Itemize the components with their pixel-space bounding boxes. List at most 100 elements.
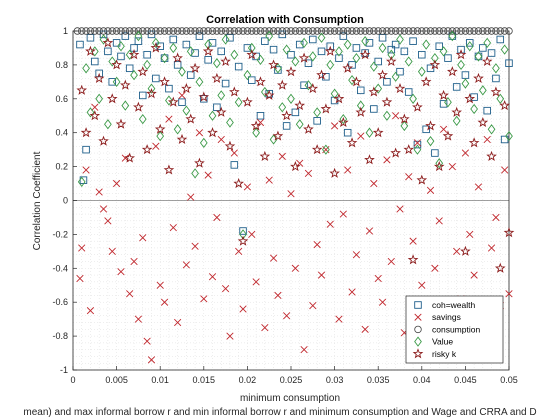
data-point <box>442 130 454 141</box>
data-point <box>233 177 244 189</box>
data-point <box>438 89 449 100</box>
data-point <box>86 307 95 315</box>
data-points <box>73 27 515 364</box>
data-point <box>479 44 487 52</box>
data-point <box>309 27 317 35</box>
data-point <box>195 76 204 87</box>
data-point <box>370 179 378 188</box>
data-point <box>173 124 182 135</box>
data-point <box>121 27 130 35</box>
data-point <box>352 52 361 64</box>
data-point <box>108 247 116 255</box>
data-point <box>108 78 116 86</box>
data-point <box>352 44 361 52</box>
data-point <box>461 27 470 35</box>
data-point <box>439 27 448 35</box>
data-point <box>298 52 310 63</box>
data-point <box>138 113 147 125</box>
data-point <box>396 205 404 213</box>
data-point <box>435 217 443 225</box>
data-point <box>194 157 205 168</box>
data-point <box>211 72 223 83</box>
data-point <box>85 45 96 56</box>
data-point <box>335 315 343 323</box>
data-point <box>505 27 513 35</box>
data-point <box>226 27 234 35</box>
data-point <box>407 254 419 265</box>
legend-marker <box>414 325 422 334</box>
data-point <box>448 162 456 171</box>
data-point <box>178 98 186 106</box>
data-point <box>365 227 374 235</box>
data-point <box>239 305 247 313</box>
data-point <box>418 50 426 59</box>
data-point <box>217 47 225 56</box>
data-point <box>309 35 317 44</box>
data-point <box>95 27 103 35</box>
data-point <box>313 117 321 125</box>
data-point <box>283 312 291 320</box>
data-point <box>365 39 374 47</box>
data-point <box>374 83 383 94</box>
data-point <box>320 103 332 114</box>
data-point <box>220 55 231 67</box>
data-point <box>165 115 173 123</box>
data-point <box>272 130 284 141</box>
data-point <box>326 27 334 35</box>
data-point <box>464 93 476 104</box>
data-point <box>361 36 369 47</box>
data-point <box>141 144 153 155</box>
data-point <box>191 242 199 250</box>
data-point <box>396 67 404 76</box>
data-point <box>304 27 313 35</box>
data-point <box>400 120 409 132</box>
x-tick-label: 0.01 <box>151 375 169 385</box>
data-point <box>213 27 221 35</box>
data-point <box>120 79 131 90</box>
data-point <box>426 186 435 194</box>
data-point <box>483 106 491 115</box>
data-point <box>77 176 86 188</box>
data-point <box>172 52 183 63</box>
data-point <box>80 127 92 138</box>
data-point <box>339 27 348 35</box>
data-point <box>447 66 458 77</box>
data-point <box>102 37 114 48</box>
data-point <box>413 144 422 155</box>
data-point <box>391 40 400 49</box>
data-point <box>282 122 291 130</box>
data-point <box>243 44 252 52</box>
data-point <box>139 91 147 100</box>
data-point <box>76 274 84 283</box>
data-point <box>412 101 423 112</box>
x-tick-label: 0.005 <box>105 375 128 385</box>
data-point <box>307 83 319 94</box>
data-point <box>152 27 160 35</box>
data-point <box>505 59 513 67</box>
data-point <box>492 213 500 222</box>
data-point <box>234 27 243 35</box>
data-point <box>213 213 221 222</box>
data-point <box>117 268 125 276</box>
data-point <box>335 54 343 62</box>
data-point <box>444 97 452 108</box>
data-point <box>226 332 234 340</box>
data-point <box>431 149 439 157</box>
data-point <box>368 86 380 97</box>
data-point <box>230 161 239 169</box>
data-point <box>422 39 431 50</box>
data-point <box>278 152 286 161</box>
data-point <box>124 152 135 163</box>
data-point <box>276 79 288 90</box>
data-point <box>378 298 387 306</box>
data-point <box>150 42 162 53</box>
data-point <box>86 107 95 118</box>
data-point <box>130 257 138 266</box>
data-point <box>303 123 314 134</box>
data-point <box>239 27 247 35</box>
data-point <box>309 301 317 310</box>
data-point <box>330 27 339 35</box>
data-point <box>396 34 404 45</box>
data-point <box>344 166 352 174</box>
